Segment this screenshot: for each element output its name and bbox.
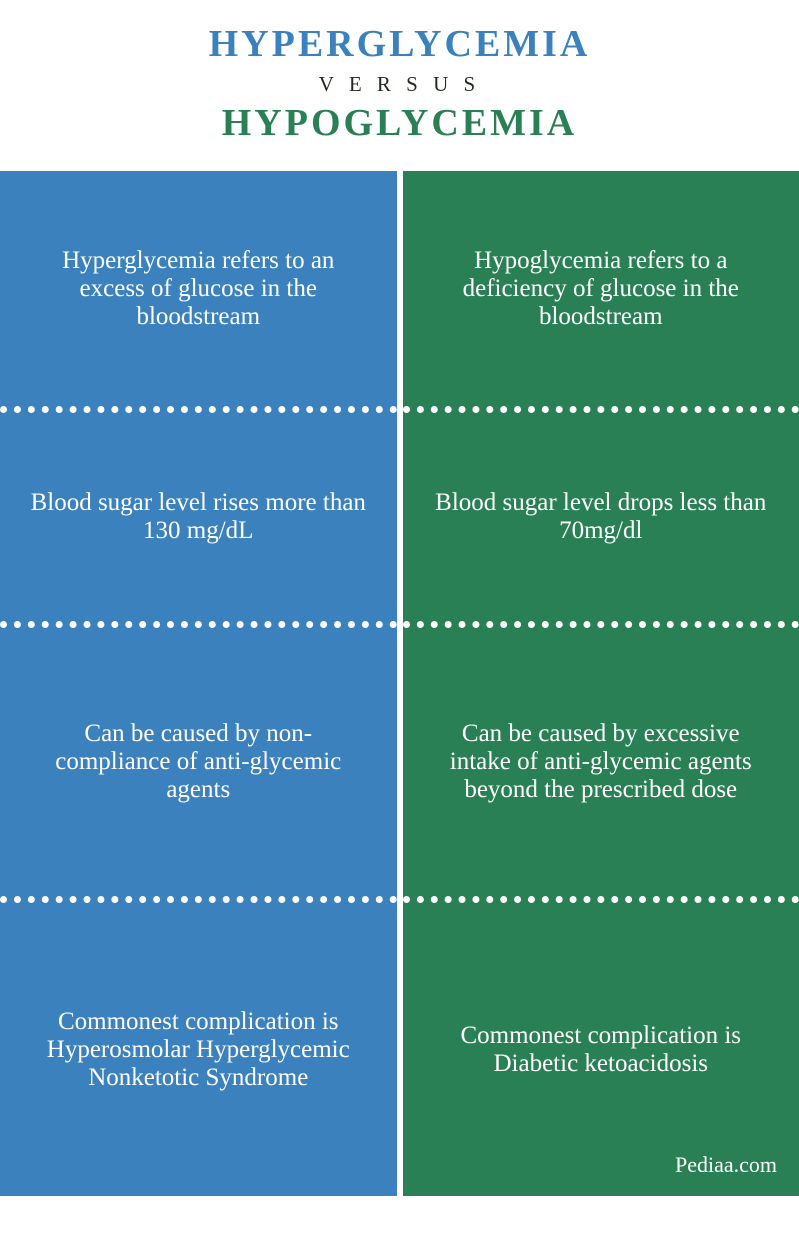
right-cell-1: Blood sugar level drops less than 70mg/d…	[403, 406, 799, 621]
title-versus: V E R S U S	[0, 72, 799, 97]
left-cell-0: Hyperglycemia refers to an excess of glu…	[0, 171, 397, 406]
left-cell-3: Commonest complication is Hyperosmolar H…	[0, 896, 397, 1196]
header: HYPERGLYCEMIA V E R S U S HYPOGLYCEMIA	[0, 0, 799, 171]
right-column: Hypoglycemia refers to a deficiency of g…	[403, 171, 799, 1196]
source-attribution: Pediaa.com	[675, 1152, 777, 1178]
right-cell-2: Can be caused by excessive intake of ant…	[403, 621, 799, 896]
left-cell-2: Can be caused by non-compliance of anti-…	[0, 621, 397, 896]
left-column: Hyperglycemia refers to an excess of glu…	[0, 171, 397, 1196]
title-hypoglycemia: HYPOGLYCEMIA	[0, 101, 799, 145]
right-cell-3: Commonest complication is Diabetic ketoa…	[403, 896, 799, 1196]
comparison-columns: Hyperglycemia refers to an excess of glu…	[0, 171, 799, 1196]
right-cell-0: Hypoglycemia refers to a deficiency of g…	[403, 171, 799, 406]
title-hyperglycemia: HYPERGLYCEMIA	[0, 22, 799, 66]
left-cell-1: Blood sugar level rises more than 130 mg…	[0, 406, 397, 621]
